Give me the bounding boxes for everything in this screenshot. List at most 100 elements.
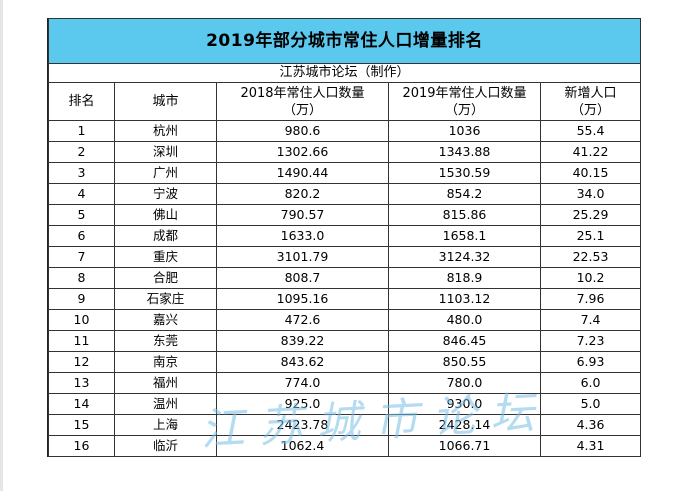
cell-2018: 839.22 bbox=[216, 330, 389, 352]
header-label: 新增人口 bbox=[564, 85, 617, 101]
table-row: 3 广州 1490.44 1530.59 40.15 bbox=[48, 162, 642, 184]
cell-rank: 16 bbox=[48, 435, 115, 457]
cell-city: 嘉兴 bbox=[114, 309, 217, 331]
table-row: 7 重庆 3101.79 3124.32 22.53 bbox=[48, 246, 642, 268]
cell-rank: 1 bbox=[48, 120, 115, 142]
cell-increase: 7.23 bbox=[539, 330, 642, 352]
cell-city: 重庆 bbox=[114, 246, 217, 268]
population-table-container: 2019年部分城市常住人口增量排名 江苏城市论坛（制作） 排名 城市 2018年常住… bbox=[47, 18, 642, 457]
cell-2019: 818.9 bbox=[388, 267, 541, 289]
table-row: 9 石家庄 1095.16 1103.12 7.96 bbox=[48, 288, 642, 310]
header-label: 排名 bbox=[68, 94, 95, 109]
cell-2019: 1658.1 bbox=[388, 225, 541, 247]
cell-rank: 2 bbox=[48, 141, 115, 163]
cell-rank: 7 bbox=[48, 246, 115, 268]
cell-2018: 1633.0 bbox=[216, 225, 389, 247]
cell-increase: 4.31 bbox=[539, 435, 642, 457]
cell-rank: 13 bbox=[48, 372, 115, 394]
cell-increase: 40.15 bbox=[539, 162, 642, 184]
population-table: 2019年部分城市常住人口增量排名 江苏城市论坛（制作） 排名 城市 2018年常住… bbox=[47, 18, 642, 457]
table-row: 2 深圳 1302.66 1343.88 41.22 bbox=[48, 141, 642, 163]
cell-2019: 1530.59 bbox=[388, 162, 541, 184]
cell-2018: 1490.44 bbox=[216, 162, 389, 184]
cell-rank: 8 bbox=[48, 267, 115, 289]
cell-city: 广州 bbox=[114, 162, 217, 184]
cell-2019: 2428.14 bbox=[388, 414, 541, 436]
cell-2018: 1062.4 bbox=[216, 435, 389, 457]
table-row: 8 合肥 808.7 818.9 10.2 bbox=[48, 267, 642, 289]
table-row: 12 南京 843.62 850.55 6.93 bbox=[48, 351, 642, 373]
cell-rank: 14 bbox=[48, 393, 115, 415]
table-row: 5 佛山 790.57 815.86 25.29 bbox=[48, 204, 642, 226]
cell-rank: 4 bbox=[48, 183, 115, 205]
cell-increase: 6.93 bbox=[539, 351, 642, 373]
header-label: 2018年常住人口数量 bbox=[240, 85, 365, 101]
cell-rank: 9 bbox=[48, 288, 115, 310]
cell-city: 杭州 bbox=[114, 120, 217, 142]
cell-increase: 34.0 bbox=[539, 183, 642, 205]
header-unit: （万） bbox=[282, 102, 322, 118]
table-row: 6 成都 1633.0 1658.1 25.1 bbox=[48, 225, 642, 247]
cell-increase: 7.96 bbox=[539, 288, 642, 310]
cell-2019: 1103.12 bbox=[388, 288, 541, 310]
cell-2018: 843.62 bbox=[216, 351, 389, 373]
table-row: 11 东莞 839.22 846.45 7.23 bbox=[48, 330, 642, 352]
header-unit: （万） bbox=[444, 102, 484, 118]
cell-rank: 15 bbox=[48, 414, 115, 436]
cell-2018: 472.6 bbox=[216, 309, 389, 331]
cell-rank: 11 bbox=[48, 330, 115, 352]
header-rank: 排名 bbox=[48, 82, 115, 121]
cell-2019: 1036 bbox=[388, 120, 541, 142]
header-city: 城市 bbox=[114, 82, 217, 121]
cell-increase: 25.29 bbox=[539, 204, 642, 226]
cell-city: 宁波 bbox=[114, 183, 217, 205]
table-row: 1 杭州 980.6 1036 55.4 bbox=[48, 120, 642, 142]
cell-city: 温州 bbox=[114, 393, 217, 415]
cell-2019: 850.55 bbox=[388, 351, 541, 373]
cell-2019: 1066.71 bbox=[388, 435, 541, 457]
header-label: 城市 bbox=[152, 94, 179, 109]
cell-rank: 10 bbox=[48, 309, 115, 331]
table-source: 江苏城市论坛（制作） bbox=[47, 63, 642, 83]
cell-rank: 12 bbox=[48, 351, 115, 373]
table-row: 4 宁波 820.2 854.2 34.0 bbox=[48, 183, 642, 205]
table-title: 2019年部分城市常住人口增量排名 bbox=[47, 18, 642, 64]
cell-city: 临沂 bbox=[114, 435, 217, 457]
table-row: 10 嘉兴 472.6 480.0 7.4 bbox=[48, 309, 642, 331]
cell-2019: 3124.32 bbox=[388, 246, 541, 268]
cell-2018: 2423.78 bbox=[216, 414, 389, 436]
cell-increase: 4.36 bbox=[539, 414, 642, 436]
cell-2018: 925.0 bbox=[216, 393, 389, 415]
cell-2018: 808.7 bbox=[216, 267, 389, 289]
cell-increase: 5.0 bbox=[539, 393, 642, 415]
cell-increase: 22.53 bbox=[539, 246, 642, 268]
cell-city: 福州 bbox=[114, 372, 217, 394]
cell-2018: 1302.66 bbox=[216, 141, 389, 163]
cell-increase: 7.4 bbox=[539, 309, 642, 331]
header-label: 2019年常住人口数量 bbox=[402, 85, 527, 101]
cell-2018: 1095.16 bbox=[216, 288, 389, 310]
table-row: 14 温州 925.0 930.0 5.0 bbox=[48, 393, 642, 415]
page-edge bbox=[0, 0, 3, 491]
cell-rank: 5 bbox=[48, 204, 115, 226]
cell-2019: 1343.88 bbox=[388, 141, 541, 163]
cell-2019: 780.0 bbox=[388, 372, 541, 394]
cell-city: 上海 bbox=[114, 414, 217, 436]
cell-city: 南京 bbox=[114, 351, 217, 373]
header-unit: （万） bbox=[571, 102, 611, 118]
cell-2019: 854.2 bbox=[388, 183, 541, 205]
table-row: 16 临沂 1062.4 1066.71 4.31 bbox=[48, 435, 642, 457]
cell-increase: 55.4 bbox=[539, 120, 642, 142]
cell-rank: 3 bbox=[48, 162, 115, 184]
header-2019-population: 2019年常住人口数量 （万） bbox=[388, 82, 541, 121]
table-header-row: 排名 城市 2018年常住人口数量 （万） 2019年常住人口数量 （万） 新增人口 （万） bbox=[48, 82, 642, 121]
cell-increase: 6.0 bbox=[539, 372, 642, 394]
cell-city: 佛山 bbox=[114, 204, 217, 226]
cell-2019: 846.45 bbox=[388, 330, 541, 352]
cell-rank: 6 bbox=[48, 225, 115, 247]
cell-city: 合肥 bbox=[114, 267, 217, 289]
cell-increase: 41.22 bbox=[539, 141, 642, 163]
cell-city: 东莞 bbox=[114, 330, 217, 352]
cell-increase: 10.2 bbox=[539, 267, 642, 289]
cell-city: 石家庄 bbox=[114, 288, 217, 310]
